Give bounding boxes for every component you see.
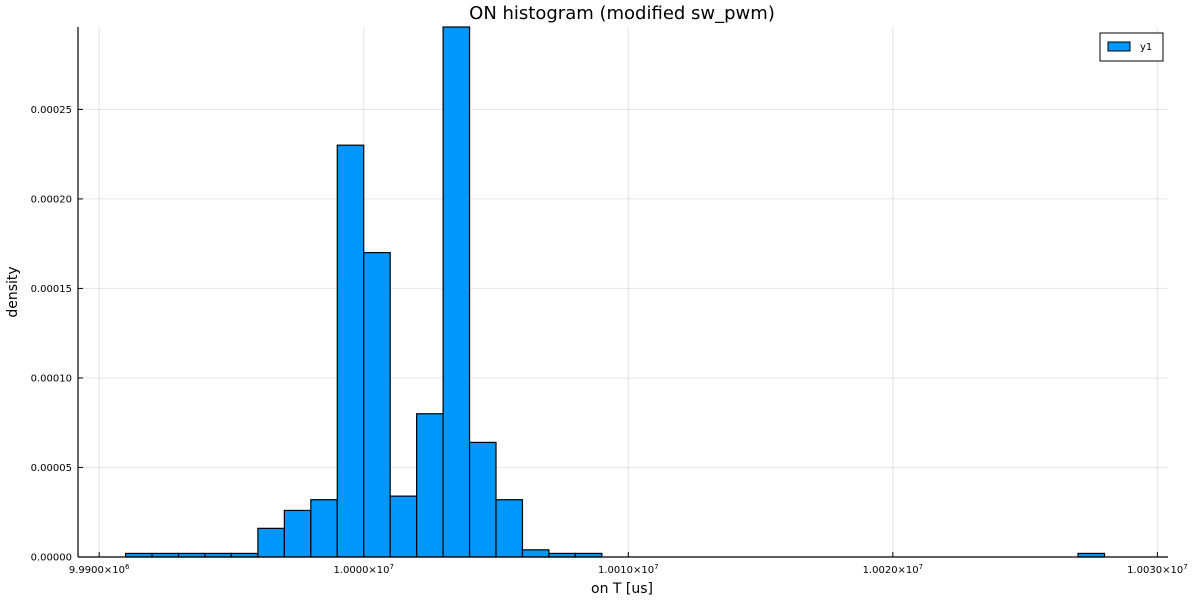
histogram-bar: [495, 499, 524, 558]
x-tick-mantissa: 1.0000×10: [333, 565, 389, 576]
legend-swatch: [1107, 41, 1131, 52]
histogram-bar: [336, 144, 365, 558]
y-tick-label: 0.00015: [31, 284, 72, 295]
y-axis-label: density: [5, 266, 21, 317]
x-tick-mantissa: 9.9900×10: [69, 565, 125, 576]
histogram-bars: [125, 26, 1106, 558]
histogram-bar: [442, 26, 471, 558]
y-tick-label: 0.00005: [31, 463, 72, 474]
y-tick-labels: 0.00000 0.00005 0.00010 0.00015 0.00020 0.000…: [31, 105, 83, 564]
x-tick-label: 1.0020×107: [863, 563, 924, 576]
histogram-bar: [389, 495, 418, 558]
x-tick-exponent: 7: [919, 563, 923, 571]
histogram-bar: [363, 252, 391, 558]
x-tick-mantissa: 1.0020×10: [863, 565, 919, 576]
histogram-bar: [416, 413, 444, 558]
histogram-bar: [310, 499, 338, 558]
x-tick-label: 1.0030×107: [1127, 563, 1188, 576]
histogram-bar: [468, 441, 497, 558]
x-tick-exponent: 7: [390, 563, 394, 571]
legend-entry-y1: y1: [1140, 42, 1152, 53]
histogram-bar: [521, 549, 550, 558]
x-tick-exponent: 7: [654, 563, 658, 571]
x-tick-labels: 9.9900×106 1.0000×107 1.0010×107 1.0020×107…: [69, 552, 1188, 576]
x-tick-exponent: 7: [1183, 563, 1187, 571]
histogram-bar: [257, 527, 285, 558]
y-tick-label: 0.00000: [31, 553, 72, 564]
x-tick-label: 1.0010×107: [598, 563, 659, 576]
axes: [77, 27, 1168, 558]
chart-title: ON histogram (modified sw_pwm): [469, 3, 775, 24]
histogram-bar: [283, 509, 312, 558]
x-tick-mantissa: 1.0030×10: [1127, 565, 1183, 576]
x-tick-label: 9.9900×106: [69, 563, 130, 576]
x-axis-label: on T [us]: [591, 581, 653, 597]
y-tick-label: 0.00020: [31, 194, 72, 205]
y-tick-label: 0.00010: [31, 373, 72, 384]
x-tick-mantissa: 1.0010×10: [598, 565, 654, 576]
x-tick-label: 1.0000×107: [333, 563, 394, 576]
y-tick-label: 0.00025: [31, 105, 72, 116]
x-tick-exponent: 6: [125, 563, 130, 571]
legend: y1: [1099, 32, 1164, 62]
